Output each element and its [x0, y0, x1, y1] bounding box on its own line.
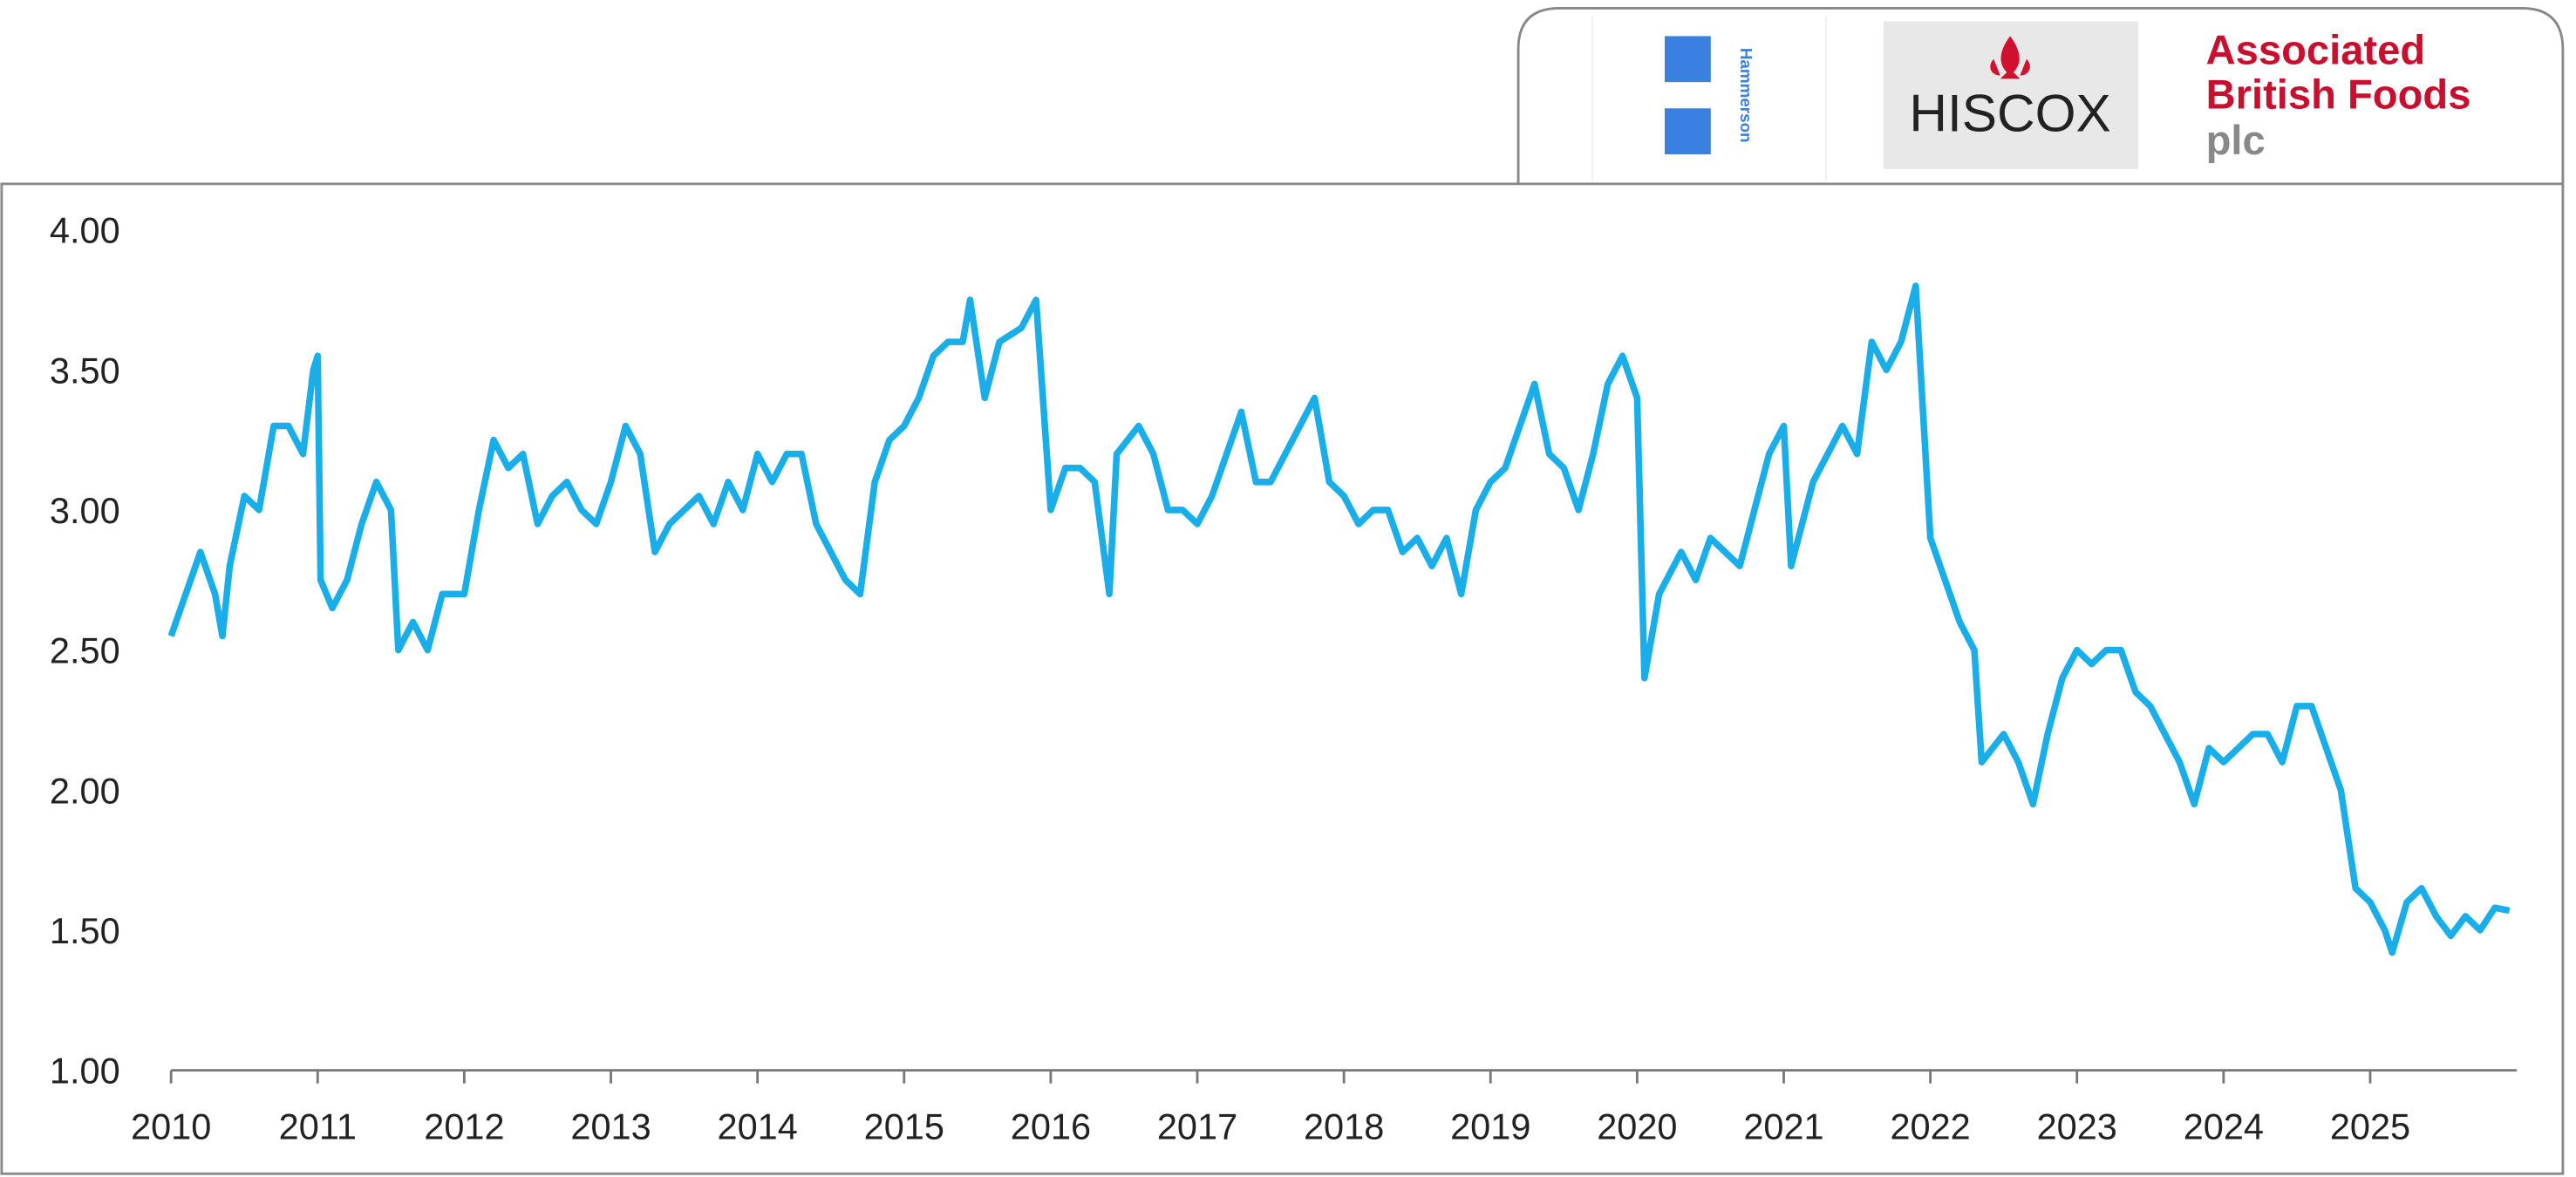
- x-tick-label: 2021: [1743, 1106, 1823, 1147]
- hammerson-logo: Hammerson: [1737, 48, 1755, 143]
- x-tick-label: 2024: [2184, 1106, 2264, 1147]
- y-tick-label: 3.00: [50, 490, 120, 531]
- y-tick-label: 3.50: [50, 350, 120, 391]
- y-tick-label: 2.50: [50, 630, 120, 671]
- x-tick-label: 2015: [864, 1106, 944, 1147]
- y-tick-label: 2.00: [50, 770, 120, 811]
- abf-logo-line: British Foods: [2206, 71, 2471, 117]
- hiscox-emblem: [1990, 36, 2030, 79]
- x-tick-label: 2010: [131, 1106, 211, 1147]
- abf-logo-line: Associated: [2206, 26, 2426, 72]
- x-tick-label: 2019: [1450, 1106, 1530, 1147]
- x-tick-label: 2013: [570, 1106, 651, 1147]
- x-tick-label: 2018: [1304, 1106, 1384, 1147]
- x-tick-label: 2017: [1157, 1106, 1237, 1147]
- x-tick-label: 2020: [1597, 1106, 1677, 1147]
- x-tick-label: 2011: [279, 1106, 357, 1147]
- x-tick-label: 2012: [424, 1106, 504, 1147]
- x-tick-label: 2023: [2037, 1106, 2117, 1147]
- y-tick-label: 4.00: [50, 210, 120, 251]
- x-tick-label: 2025: [2330, 1106, 2410, 1147]
- hammerson-square: [1664, 36, 1711, 83]
- x-tick-label: 2022: [1890, 1106, 1970, 1147]
- x-tick-label: 2016: [1011, 1106, 1091, 1147]
- chart-frame: [0, 182, 2565, 1175]
- data-line: [167, 282, 2511, 956]
- hammerson-square: [1664, 108, 1711, 154]
- y-tick-label: 1.00: [50, 1051, 120, 1092]
- y-tick-label: 1.50: [50, 910, 120, 951]
- hiscox-logo: HISCOX: [1909, 84, 2110, 143]
- abf-logo-line: plc: [2206, 117, 2266, 163]
- x-tick-label: 2014: [718, 1106, 798, 1147]
